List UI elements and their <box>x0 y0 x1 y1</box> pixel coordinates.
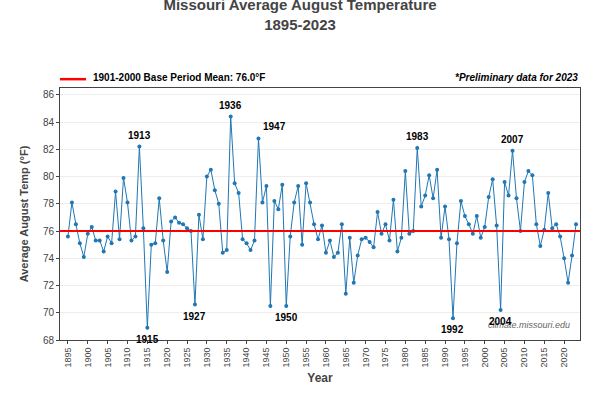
svg-text:82: 82 <box>43 144 55 155</box>
svg-text:1955: 1955 <box>301 348 311 368</box>
svg-text:1905: 1905 <box>103 348 113 368</box>
svg-text:Year: Year <box>307 371 333 385</box>
svg-text:76: 76 <box>43 226 55 237</box>
svg-text:climate.missouri.edu: climate.missouri.edu <box>488 320 570 330</box>
svg-text:2000: 2000 <box>480 348 490 368</box>
svg-text:2010: 2010 <box>519 348 529 368</box>
svg-text:1915: 1915 <box>142 348 152 368</box>
svg-text:1975: 1975 <box>380 348 390 368</box>
svg-text:1990: 1990 <box>440 348 450 368</box>
svg-text:1935: 1935 <box>222 348 232 368</box>
svg-text:1910: 1910 <box>122 348 132 368</box>
svg-text:86: 86 <box>43 89 55 100</box>
svg-text:1947: 1947 <box>263 121 286 132</box>
svg-text:Missouri Average August Temper: Missouri Average August Temperature1895-… <box>163 0 436 33</box>
svg-text:Average August Temp (°F): Average August Temp (°F) <box>18 145 30 282</box>
svg-text:1985: 1985 <box>420 348 430 368</box>
svg-text:1936: 1936 <box>219 100 242 111</box>
svg-text:1945: 1945 <box>261 348 271 368</box>
svg-text:1983: 1983 <box>406 131 429 142</box>
svg-text:2005: 2005 <box>500 348 510 368</box>
svg-text:1995: 1995 <box>460 348 470 368</box>
svg-text:1913: 1913 <box>128 130 151 141</box>
svg-text:1900: 1900 <box>83 348 93 368</box>
svg-text:2004: 2004 <box>489 316 512 327</box>
svg-text:2015: 2015 <box>539 348 549 368</box>
svg-text:70: 70 <box>43 307 55 318</box>
svg-text:*Preliminary data for 2023: *Preliminary data for 2023 <box>455 72 578 83</box>
svg-text:1925: 1925 <box>182 348 192 368</box>
svg-text:1950: 1950 <box>281 348 291 368</box>
svg-text:72: 72 <box>43 280 55 291</box>
svg-text:84: 84 <box>43 117 55 128</box>
svg-text:2007: 2007 <box>501 134 524 145</box>
svg-text:1940: 1940 <box>241 348 251 368</box>
svg-text:1980: 1980 <box>400 348 410 368</box>
svg-text:68: 68 <box>43 335 55 346</box>
svg-text:1970: 1970 <box>361 348 371 368</box>
svg-text:1901-2000 Base Period Mean: 76: 1901-2000 Base Period Mean: 76.0°F <box>93 72 265 83</box>
svg-text:1920: 1920 <box>162 348 172 368</box>
svg-text:1960: 1960 <box>321 348 331 368</box>
svg-text:80: 80 <box>43 171 55 182</box>
svg-text:78: 78 <box>43 198 55 209</box>
svg-text:1992: 1992 <box>441 324 464 335</box>
svg-text:1895: 1895 <box>63 348 73 368</box>
svg-text:1950: 1950 <box>275 312 298 323</box>
svg-text:1915: 1915 <box>136 334 159 345</box>
svg-text:1927: 1927 <box>183 311 206 322</box>
svg-text:1930: 1930 <box>202 348 212 368</box>
svg-text:74: 74 <box>43 253 55 264</box>
svg-text:2020: 2020 <box>559 348 569 368</box>
svg-text:1965: 1965 <box>341 348 351 368</box>
